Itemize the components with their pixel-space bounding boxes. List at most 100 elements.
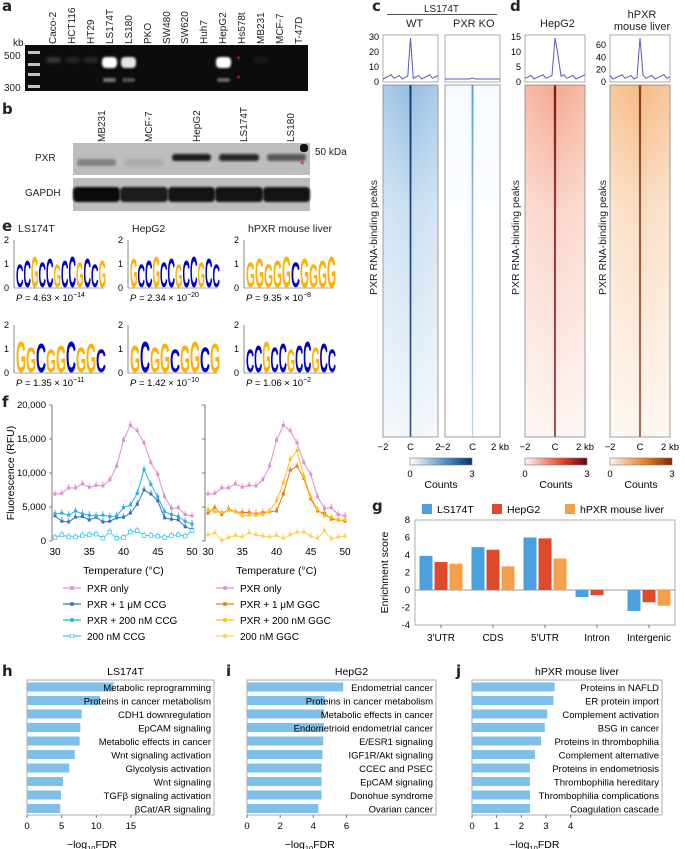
colorbar-min: 0 — [607, 469, 612, 480]
heatmap-xtick: C — [552, 442, 559, 453]
pathway-label: Wnt signaling — [154, 777, 211, 788]
legend-marker — [70, 634, 74, 638]
motif-letter: C — [39, 256, 47, 295]
data-point — [329, 506, 333, 510]
panel-i-label: i — [226, 662, 232, 680]
profile-ytick: 10 — [511, 47, 521, 57]
data-point — [247, 531, 251, 535]
pathway-label: Proteins in cancer metabolism — [306, 696, 433, 707]
legend-swatch — [565, 504, 575, 514]
lane-label: HCT116 — [67, 7, 79, 45]
pathway-label: Donohue syndrome — [350, 791, 433, 802]
data-point — [94, 483, 98, 487]
motif-ytick: 2 — [234, 320, 239, 330]
motif-letter: G — [56, 339, 66, 381]
motif-letter: G — [180, 339, 190, 381]
data-point — [220, 510, 224, 514]
chart-title: LS174T — [107, 666, 144, 678]
gel-unit-label: kb — [13, 38, 24, 49]
heatmap-frame — [524, 84, 586, 438]
pathway-label: Coagulation cascade — [570, 804, 659, 815]
data-point — [288, 457, 292, 461]
bar — [247, 709, 325, 719]
data-point — [275, 499, 278, 503]
profile-line — [445, 77, 500, 80]
legend-label: 200 nM GGC — [240, 632, 299, 643]
data-point — [142, 488, 146, 492]
data-point — [275, 534, 278, 538]
data-point — [66, 534, 71, 540]
legend-marker — [223, 618, 227, 622]
motif-ytick: 0 — [4, 283, 9, 293]
enrichment-bar-chart: -4 -2 0 2 4 6 8 Enrichment score 3'UTR CDS 5'UTR In… — [379, 504, 676, 644]
heatmap-xtick: 2 kb — [661, 442, 679, 453]
x-tick-label: 5 — [59, 821, 64, 832]
profile-ytick: 60 — [596, 40, 606, 50]
data-point — [309, 495, 313, 499]
profile-ytick: 10 — [369, 62, 379, 72]
pathway-label: Ovarian cancer — [369, 804, 433, 815]
pathway-label: Complement alternative — [559, 750, 659, 761]
bar — [553, 558, 567, 590]
category-label: Intergenic — [627, 633, 671, 644]
data-point — [107, 529, 112, 535]
data-point — [149, 492, 153, 496]
motif-letter: G — [198, 256, 206, 295]
motif-letter: C — [205, 250, 213, 296]
gel-band-upper — [253, 57, 269, 63]
bar — [538, 538, 552, 590]
motif-p-value: P = 9.35 × 10−8 — [246, 292, 311, 304]
x-tick-label: 0 — [469, 821, 474, 832]
legend-marker — [223, 586, 227, 590]
pathway-label: Complement activation — [562, 710, 659, 721]
data-point — [93, 531, 99, 537]
bar — [27, 682, 114, 692]
motif-ytick: 0 — [4, 368, 9, 378]
data-point — [281, 492, 285, 496]
motif-letter: G — [160, 335, 170, 381]
x-tick-label: 4 — [568, 821, 573, 832]
gel-band-lower — [103, 78, 117, 82]
motif-letter: C — [170, 343, 180, 379]
motif-letter: G — [255, 250, 264, 296]
motif-letter: G — [130, 250, 138, 296]
data-point — [67, 486, 71, 490]
legend-label: PXR + 1 μM GGC — [240, 600, 320, 611]
panel-d-label: d — [510, 0, 521, 15]
data-point — [275, 509, 278, 513]
x-tick-label: 10 — [91, 821, 102, 832]
colorbar-label: Counts — [539, 479, 572, 491]
lane-label: HepG2 — [218, 12, 230, 44]
data-point — [73, 534, 78, 540]
legend-label: PXR only — [240, 584, 282, 595]
data-point — [169, 517, 173, 521]
colorbar-min: 0 — [407, 469, 412, 480]
data-point — [281, 423, 285, 427]
motif-letter: G — [130, 339, 140, 381]
motif-ytick: 2 — [118, 235, 123, 245]
data-point — [343, 514, 347, 518]
heatmap-xtick: −2 — [520, 442, 531, 453]
blot-lane-label: MB231 — [96, 110, 108, 142]
pathway-label: CDH1 downregulation — [118, 710, 211, 721]
legend-swatch — [422, 504, 432, 514]
pxr-band — [266, 154, 306, 161]
y-tick-label: 5,000 — [22, 502, 46, 513]
motif-letter: G — [309, 258, 318, 294]
panel-j-label: j — [456, 662, 462, 680]
data-point — [322, 506, 326, 510]
data-point — [309, 497, 313, 501]
pathway-label: BSG in cancer — [598, 723, 659, 734]
heatmap-xtick: 2 kb — [576, 442, 594, 453]
data-point — [163, 510, 167, 514]
data-point — [233, 510, 237, 514]
heatmap-xtick: −2 — [605, 442, 616, 453]
x-tick-label: 50 — [339, 547, 351, 558]
bar — [27, 790, 61, 800]
data-point — [206, 492, 210, 496]
bar — [247, 696, 325, 705]
bar — [247, 763, 322, 773]
x-tick-label: 45 — [305, 547, 317, 558]
pathway-label: Endometrial cancer — [351, 683, 433, 694]
x-tick-label: 0 — [244, 821, 249, 832]
